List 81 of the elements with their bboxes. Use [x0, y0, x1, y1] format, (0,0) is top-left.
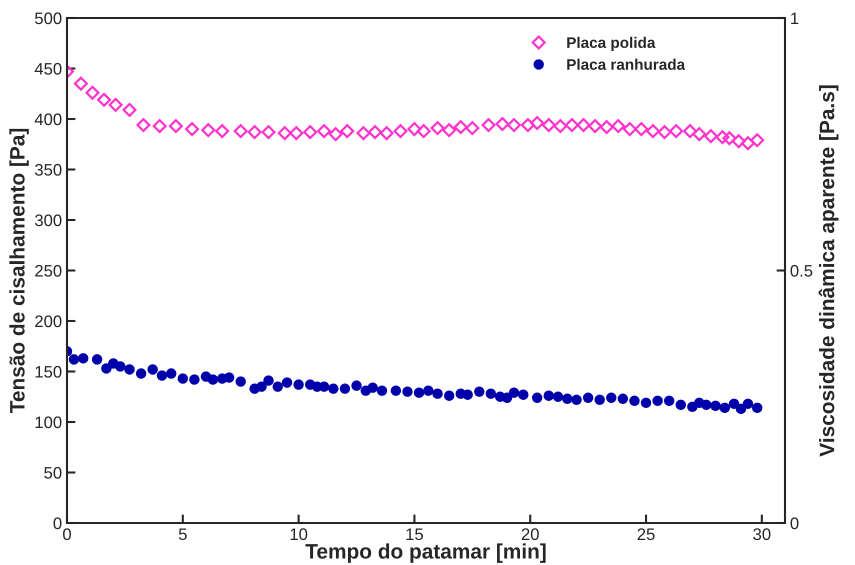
point: [303, 125, 318, 140]
point: [530, 116, 544, 130]
y-tick-label: 150: [36, 366, 62, 378]
point: [465, 121, 480, 136]
y2-tick-label: 0.5: [790, 264, 812, 277]
point: [588, 119, 602, 134]
point: [394, 124, 408, 138]
y2-axis-title: Viscosidade dinâmica aparente [Pa.s]: [818, 85, 838, 457]
point: [416, 124, 431, 138]
y-tick-label: 300: [34, 214, 62, 226]
point: [622, 122, 637, 136]
point: [564, 118, 579, 132]
x-tick-label: 15: [406, 528, 423, 540]
point: [278, 126, 292, 140]
x-tick-label: 5: [178, 528, 187, 540]
point: [356, 126, 370, 140]
point: [407, 122, 422, 136]
point: [328, 127, 343, 142]
point: [495, 117, 510, 132]
x-tick-label: 20: [522, 528, 539, 540]
point: [600, 120, 614, 134]
point: [634, 122, 648, 136]
point: [168, 119, 183, 134]
point: [136, 118, 150, 132]
legend-label: Placa polida: [567, 36, 656, 52]
point: [740, 136, 755, 150]
y-tick-label: 250: [35, 264, 62, 277]
y-tick-label: 200: [35, 315, 62, 328]
point: [122, 102, 137, 117]
x-tick-label: 25: [638, 528, 655, 540]
point: [248, 125, 262, 140]
y-tick-label: 0: [54, 517, 62, 530]
point: [507, 118, 522, 132]
y-tick-label: 100: [36, 416, 62, 428]
point: [262, 125, 276, 140]
point: [542, 118, 556, 132]
point: [722, 131, 736, 146]
y-axis-title: Tensão de cisalhamento [Pa]: [9, 128, 29, 414]
point: [576, 118, 590, 132]
legend-label: Placa ranhurada: [567, 58, 686, 70]
point: [108, 98, 123, 112]
point: [692, 127, 706, 142]
point: [658, 125, 672, 140]
point: [152, 119, 167, 134]
point: [454, 120, 468, 134]
point: [553, 119, 568, 134]
point: [97, 92, 112, 107]
y2-tick-label: 1: [791, 12, 798, 24]
point: [683, 124, 698, 138]
y-tick-label: 50: [44, 466, 62, 479]
point: [750, 133, 764, 148]
y-tick-label: 500: [35, 12, 62, 24]
point: [74, 76, 88, 91]
point: [482, 118, 496, 132]
point: [380, 126, 394, 140]
point: [442, 123, 456, 138]
point: [611, 119, 626, 134]
y-tick-label: 450: [34, 62, 62, 75]
x-tick-label: 10: [290, 528, 308, 540]
y2-tick-label: 0: [790, 517, 798, 530]
point: [201, 123, 216, 138]
x-axis-title: Tempo do patamar [min]: [305, 543, 546, 563]
x-tick-label: 30: [753, 528, 770, 540]
point: [234, 124, 248, 138]
point: [85, 86, 100, 100]
point: [669, 124, 684, 138]
point: [185, 122, 200, 136]
point: [215, 124, 230, 138]
point: [646, 124, 660, 138]
point: [340, 124, 354, 138]
y-tick-label: 400: [34, 113, 62, 126]
y-tick-label: 350: [34, 164, 62, 176]
point: [430, 121, 445, 136]
point: [368, 125, 382, 140]
point: [520, 118, 535, 132]
point: [715, 130, 730, 144]
point: [732, 134, 746, 148]
point: [317, 124, 332, 138]
point: [289, 126, 304, 140]
point: [704, 129, 718, 144]
x-tick-label: 0: [63, 528, 71, 540]
